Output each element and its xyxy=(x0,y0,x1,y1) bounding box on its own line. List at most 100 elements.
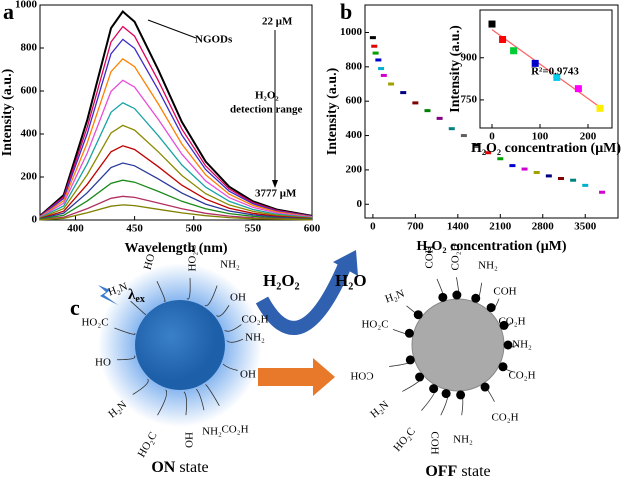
quencher xyxy=(441,389,451,399)
process-arrow-head xyxy=(313,358,335,396)
x-axis-label: Wavelength (nm) xyxy=(124,241,227,256)
bond xyxy=(204,285,218,307)
y-axis-label: Intensity (a.u.) xyxy=(448,25,463,113)
functional-group: HO xyxy=(95,357,111,369)
point xyxy=(497,157,504,161)
bond xyxy=(186,277,191,300)
quencher xyxy=(438,292,448,302)
annotation: 3777 μM xyxy=(255,188,297,200)
light-icon xyxy=(98,285,118,305)
functional-group: HO₂C xyxy=(361,319,388,331)
x-tick-label: 600 xyxy=(304,223,321,235)
x-tick-label: 0 xyxy=(489,131,495,143)
y-tick-label: 800 xyxy=(21,42,38,54)
off-particle xyxy=(411,298,505,392)
functional-group: NH₂ xyxy=(512,339,532,351)
spectrum-line xyxy=(39,179,313,220)
y-tick-label: 600 xyxy=(21,85,38,97)
point xyxy=(372,51,379,55)
functional-group: CO₂H xyxy=(491,412,518,424)
spectrum-line xyxy=(39,79,313,218)
x-tick-label: 700 xyxy=(407,221,424,233)
functional-group: HO xyxy=(142,253,158,272)
off-label: OFF state xyxy=(425,463,490,480)
bond xyxy=(205,384,220,407)
functional-group: HO xyxy=(182,432,194,448)
quencher xyxy=(452,290,462,300)
functional-group: H₂N xyxy=(368,399,391,421)
quencher xyxy=(480,382,490,392)
point xyxy=(448,127,455,131)
y-tick-label: 900 xyxy=(461,51,478,63)
point xyxy=(369,36,376,40)
y-tick-label: 0 xyxy=(32,214,38,226)
quencher xyxy=(429,384,439,394)
quencher xyxy=(415,372,425,382)
functional-group: NH₂ xyxy=(220,259,240,271)
point xyxy=(499,36,507,43)
functional-group: CO₂H xyxy=(241,314,268,326)
spectrum-line xyxy=(39,38,313,217)
quencher xyxy=(405,355,415,365)
annotation: 22 μM xyxy=(262,16,293,28)
functional-group: CO₂H xyxy=(498,316,525,328)
functional-group: COH xyxy=(350,369,373,381)
functional-group: HO₂C xyxy=(136,430,160,459)
functional-group: NH₂ xyxy=(453,434,473,446)
x-tick-label: 0 xyxy=(370,221,376,233)
annotation: R²=0.9743 xyxy=(531,66,579,78)
y-tick-label: 1000 xyxy=(340,26,363,38)
bond xyxy=(222,363,238,371)
point xyxy=(485,151,492,155)
point xyxy=(570,178,577,182)
functional-group: OH xyxy=(230,292,246,304)
chart: 0 100 200 750 900 H₂O₂ concentration (μM) Inte… xyxy=(448,9,621,156)
quencher xyxy=(413,310,423,320)
point xyxy=(436,116,443,120)
y-tick-label: 1000 xyxy=(15,0,38,11)
spectrum-line xyxy=(39,204,313,221)
functional-group: NH₂ xyxy=(245,332,265,344)
functional-group: NH₂ xyxy=(478,260,498,272)
range-arrow-head xyxy=(272,180,278,188)
plot-frame xyxy=(479,9,613,129)
functional-group: HO₂C xyxy=(187,244,199,271)
x-tick-label: 200 xyxy=(580,131,597,143)
point xyxy=(460,134,467,138)
x-tick-label: 550 xyxy=(245,223,262,235)
point xyxy=(545,174,552,178)
point xyxy=(553,73,561,81)
product: H₂O xyxy=(335,271,367,290)
bond xyxy=(156,280,166,302)
plot-frame xyxy=(39,4,313,221)
functional-group: CO₂H xyxy=(221,424,248,436)
spectrum-line xyxy=(39,102,313,219)
panel-label: a xyxy=(3,0,14,24)
y-tick-label: 800 xyxy=(346,60,363,72)
functional-group: CO₂H xyxy=(508,370,535,382)
y-tick-label: 600 xyxy=(346,95,363,107)
quencher xyxy=(471,293,481,303)
point xyxy=(596,104,604,112)
spectrum-line xyxy=(39,57,313,218)
spectrum-line xyxy=(39,162,313,220)
quencher xyxy=(404,328,414,338)
point xyxy=(509,164,516,168)
y-axis-label: Intensity (a.u.) xyxy=(325,67,340,155)
quencher xyxy=(456,390,466,400)
functional-group: COH xyxy=(424,245,436,268)
quencher xyxy=(499,320,509,330)
functional-group: NH₂ xyxy=(202,426,222,438)
point xyxy=(380,73,387,77)
point xyxy=(473,143,480,147)
bond xyxy=(216,305,230,317)
x-tick-label: 450 xyxy=(126,223,143,235)
x-tick-label: 3500 xyxy=(574,221,597,233)
y-tick-label: 400 xyxy=(346,129,363,141)
functional-group: HO₂C xyxy=(81,317,108,329)
bond xyxy=(183,391,187,416)
point xyxy=(378,67,385,71)
panel-label: c xyxy=(70,295,80,320)
point xyxy=(424,109,431,113)
point xyxy=(531,59,539,67)
